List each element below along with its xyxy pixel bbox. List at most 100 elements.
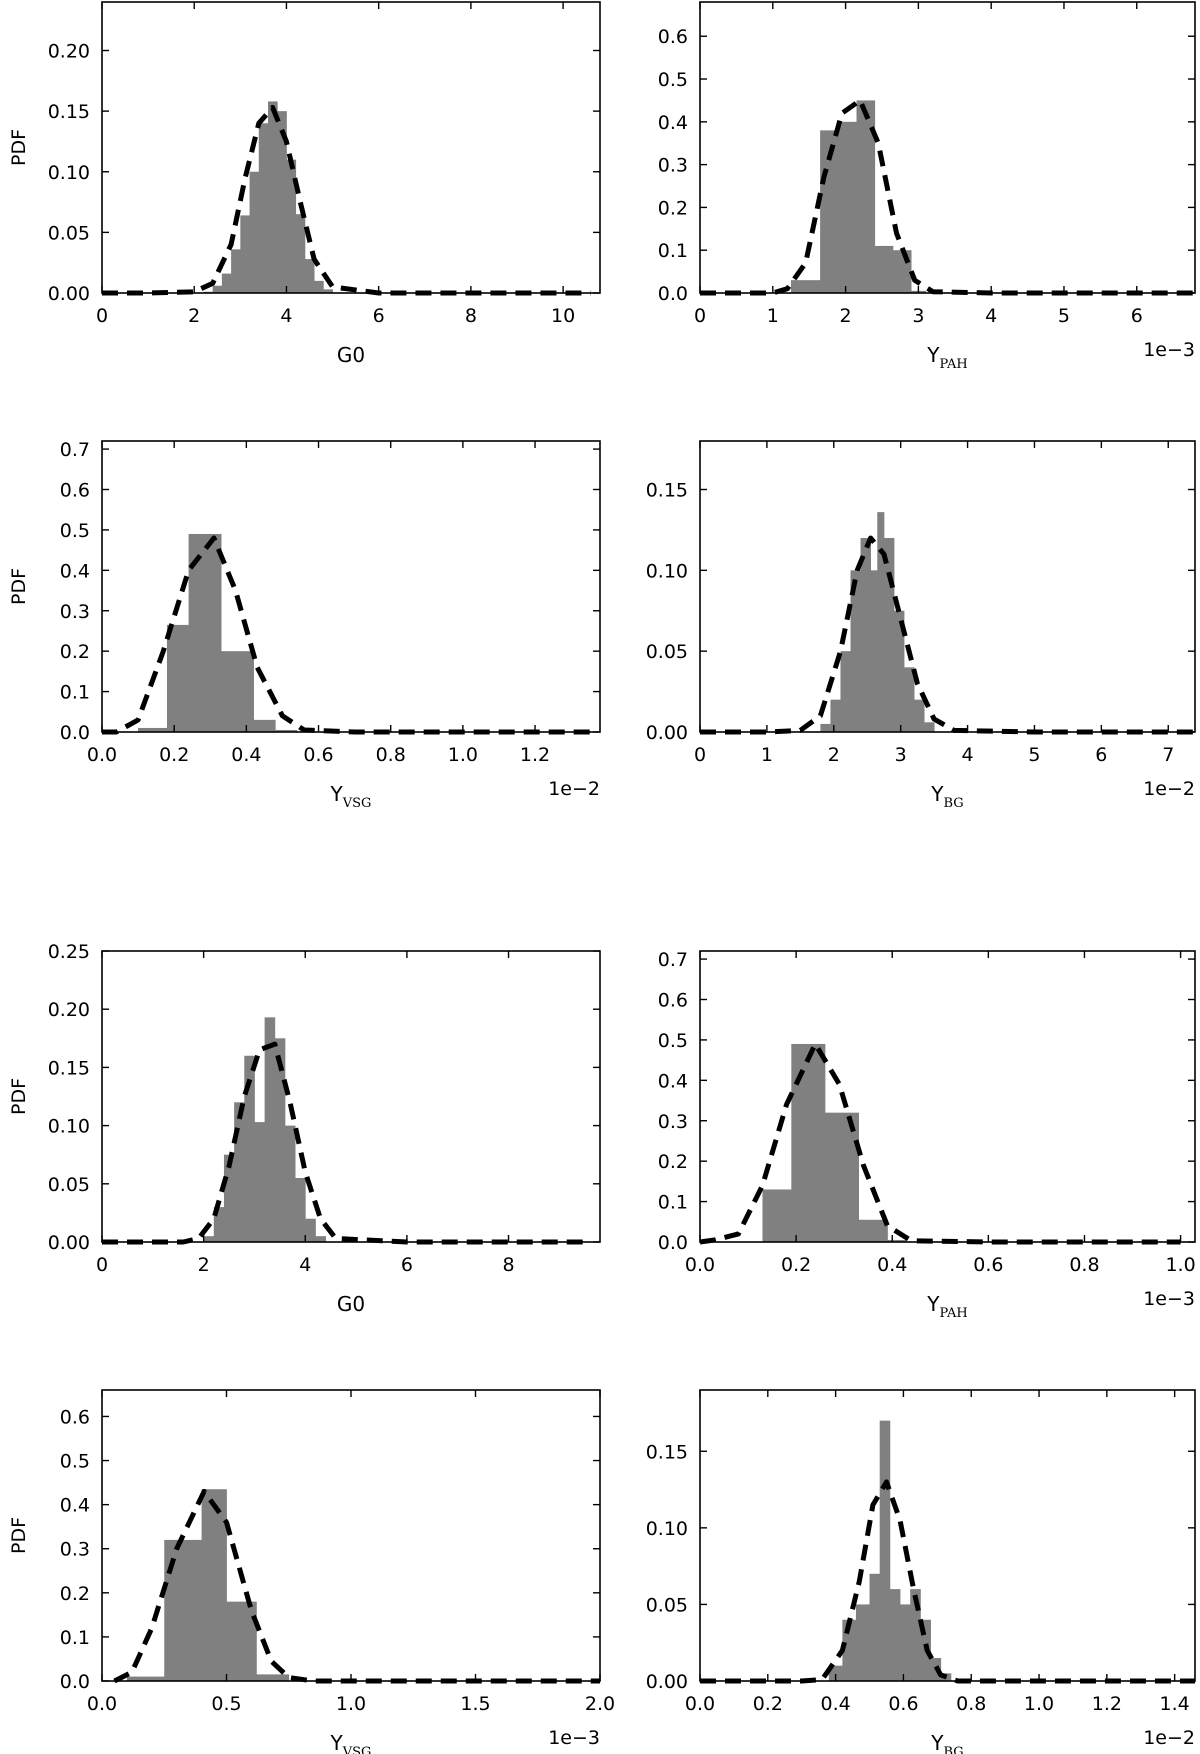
y-tick-label: 0.00 bbox=[48, 283, 90, 305]
y-tick-label: 0.5 bbox=[60, 520, 90, 542]
histogram-bar bbox=[870, 570, 878, 732]
chart-panel-7: 0.0 0.5 1.0 1.5 2.0 0.0 0.1 0.2 0.3 0.4 0.5 0.6 YVSG… bbox=[8, 1389, 615, 1754]
y-tick-label: 0.3 bbox=[658, 1111, 688, 1133]
y-tick-label: 0.5 bbox=[60, 1451, 90, 1473]
x-tick-label: 0 bbox=[96, 1254, 108, 1276]
x-axis-label-main: Y bbox=[330, 1731, 344, 1754]
histogram-bar bbox=[893, 610, 905, 732]
histogram-bar bbox=[295, 214, 306, 293]
plot-frame bbox=[699, 440, 1196, 733]
x-tick-label: 0.8 bbox=[376, 744, 406, 766]
histogram-bar bbox=[234, 1102, 245, 1242]
x-axis-label-subscript: VSG bbox=[342, 1745, 372, 1754]
histogram-bar bbox=[828, 1665, 843, 1681]
y-axis-label: PDF bbox=[8, 568, 30, 605]
histogram-bar bbox=[889, 1589, 901, 1681]
x-tick-label: 6 bbox=[373, 305, 385, 327]
histogram-bar bbox=[203, 1236, 215, 1242]
x-axis-label-main: Y bbox=[330, 782, 344, 806]
y-tick-label: 0.3 bbox=[658, 155, 688, 177]
x-tick-label: 1.0 bbox=[448, 744, 478, 766]
chart-panel-4: 0 1 2 3 4 5 6 7 0.00 0.05 0.10 0.15 YBG 1e−2 bbox=[646, 440, 1196, 811]
histogram-bar bbox=[254, 1122, 266, 1242]
histogram-bar bbox=[842, 1619, 857, 1681]
x-tick-label: 1.5 bbox=[460, 1693, 490, 1715]
x-axis-label-main: Y bbox=[926, 1292, 940, 1316]
axis-offset-multiplier: 1e−3 bbox=[1143, 339, 1195, 361]
x-tick-label: 0.6 bbox=[888, 1693, 918, 1715]
histogram-bar bbox=[790, 280, 821, 293]
axis-offset-multiplier: 1e−3 bbox=[548, 1727, 600, 1749]
fit-curve-line bbox=[699, 1041, 1181, 1245]
histogram-bar bbox=[904, 667, 915, 732]
y-axis-label: PDF bbox=[8, 1517, 30, 1554]
y-tick-label: 0.0 bbox=[60, 722, 90, 744]
x-tick-label: 4 bbox=[962, 744, 974, 766]
plot-frame bbox=[101, 950, 601, 1243]
x-tick-label: 4 bbox=[985, 305, 997, 327]
fit-curve-line bbox=[102, 105, 591, 296]
histogram-bar bbox=[264, 1017, 276, 1242]
x-tick-label: 1.2 bbox=[520, 744, 550, 766]
histogram-bar bbox=[277, 111, 287, 293]
x-tick-label: 0.2 bbox=[159, 744, 189, 766]
x-axis-label-main: Y bbox=[930, 782, 944, 806]
x-tick-label: 0.0 bbox=[87, 1693, 117, 1715]
histogram-bar bbox=[221, 273, 232, 293]
histogram-bar bbox=[274, 1038, 286, 1242]
y-tick-label: 0.6 bbox=[60, 480, 90, 502]
y-tick-label: 0.3 bbox=[60, 1539, 90, 1561]
x-tick-label: 1.0 bbox=[1024, 1693, 1054, 1715]
x-tick-label: 1.0 bbox=[1165, 1254, 1195, 1276]
histogram-bar bbox=[879, 1420, 891, 1681]
x-tick-label: 1 bbox=[767, 305, 779, 327]
x-axis-label: YVSG bbox=[330, 1731, 372, 1754]
chart-panel-6: 0.0 0.2 0.4 0.6 0.8 1.0 0.0 0.1 0.2 0.3 0.4 0.5 0.6 0… bbox=[658, 949, 1196, 1321]
chart-panel-5: 0 2 4 6 8 0.00 0.05 0.10 0.15 0.20 0.25 G0 PDF bbox=[8, 941, 601, 1316]
histogram-bar bbox=[762, 1189, 792, 1242]
x-tick-label: 5 bbox=[1058, 305, 1070, 327]
fit-curve-line bbox=[700, 535, 1195, 735]
plot-frame bbox=[699, 950, 1196, 1243]
histogram-bar bbox=[838, 121, 857, 293]
histogram-bar bbox=[323, 289, 333, 293]
histogram-bar bbox=[305, 1218, 316, 1242]
histogram-bar bbox=[304, 259, 315, 293]
y-tick-label: 0.00 bbox=[646, 722, 688, 744]
y-tick-label: 0.6 bbox=[60, 1406, 90, 1428]
y-tick-label: 0.6 bbox=[658, 990, 688, 1012]
x-tick-label: 0.4 bbox=[821, 1693, 851, 1715]
x-tick-label: 0.0 bbox=[685, 1254, 715, 1276]
y-tick-label: 0.2 bbox=[658, 1151, 688, 1173]
chart-panel-2: 0 1 2 3 4 5 6 0.0 0.1 0.2 0.3 0.4 0.5 0.6 YPAH 1e−3 bbox=[658, 1, 1196, 372]
y-tick-label: 0.00 bbox=[646, 1671, 688, 1693]
y-tick-label: 0.05 bbox=[646, 1594, 688, 1616]
histogram-bar bbox=[231, 249, 241, 293]
x-axis-label-main: G0 bbox=[337, 343, 365, 367]
x-tick-label: 2 bbox=[198, 1254, 210, 1276]
y-tick-label: 0.10 bbox=[646, 560, 688, 582]
histogram-bar bbox=[213, 1207, 225, 1242]
x-tick-label: 6 bbox=[1095, 744, 1107, 766]
y-tick-label: 0.0 bbox=[60, 1671, 90, 1693]
x-tick-label: 0.2 bbox=[781, 1254, 811, 1276]
histogram-bar bbox=[249, 171, 260, 293]
fit-curve-line bbox=[700, 97, 1195, 296]
y-axis-label: PDF bbox=[8, 1078, 30, 1115]
y-tick-label: 0.1 bbox=[60, 682, 90, 704]
y-tick-label: 0.15 bbox=[48, 101, 90, 123]
histogram-bar bbox=[887, 1239, 908, 1242]
histogram-bar bbox=[856, 100, 876, 293]
x-tick-label: 6 bbox=[401, 1254, 413, 1276]
chart-panel-3: 0.0 0.2 0.4 0.6 0.8 1.0 1.2 0.0 0.1 0.2 0.3 0.4 0.5 0… bbox=[8, 439, 601, 811]
x-tick-label: 0 bbox=[694, 744, 706, 766]
histogram-bar bbox=[284, 1125, 296, 1242]
histogram-bar bbox=[166, 624, 190, 732]
y-tick-label: 0.0 bbox=[658, 283, 688, 305]
x-tick-label: 0.6 bbox=[303, 744, 333, 766]
x-tick-label: 8 bbox=[465, 305, 477, 327]
histogram-bar bbox=[860, 538, 871, 732]
x-tick-label: 1.4 bbox=[1160, 1693, 1190, 1715]
histogram-bar bbox=[226, 1601, 257, 1681]
histogram-bar bbox=[223, 1154, 235, 1242]
